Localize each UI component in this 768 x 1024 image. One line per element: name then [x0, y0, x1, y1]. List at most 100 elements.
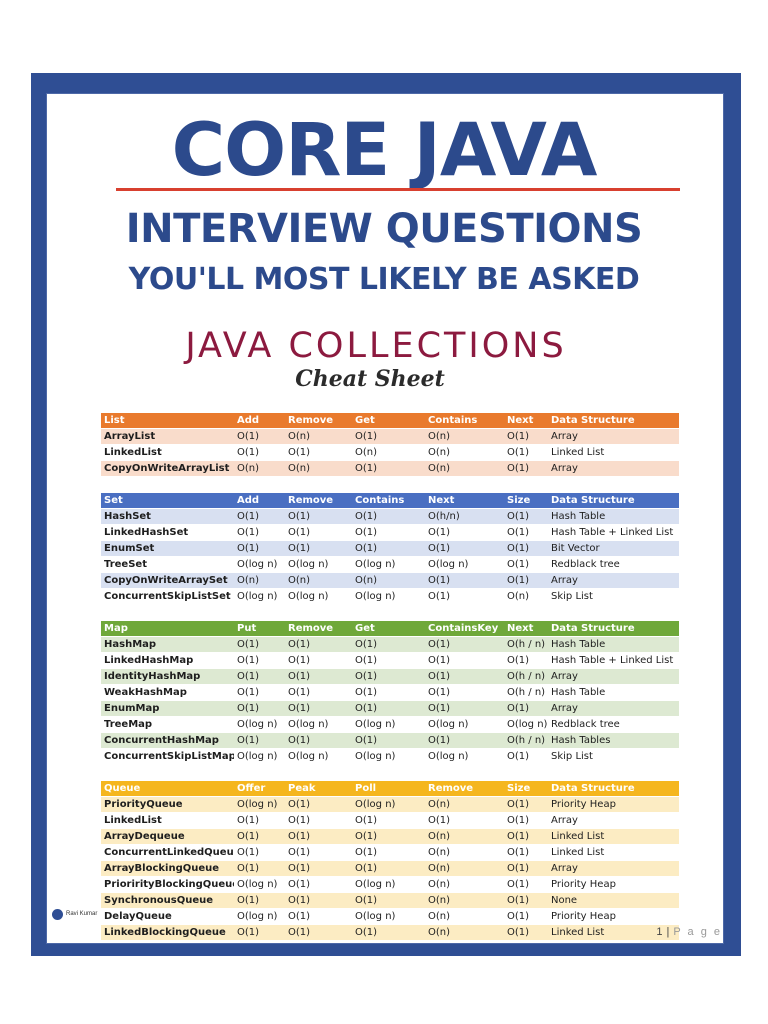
collection-name-cell: WeakHashMap — [101, 684, 234, 701]
collection-name-cell: ConcurrentHashMap — [101, 732, 234, 749]
complexity-cell: Array — [548, 700, 679, 717]
complexity-cell: O(1) — [352, 924, 425, 941]
complexity-cell: None — [548, 892, 679, 909]
set-header-row: Set Add Remove Contains Next Size Data Structu… — [101, 492, 679, 509]
complexity-cell: O(log n) — [285, 716, 352, 733]
complexity-cell: O(1) — [352, 812, 425, 829]
complexity-cell: O(1) — [504, 540, 548, 557]
complexity-cell: Skip List — [548, 588, 679, 605]
complexity-cell: Skip List — [548, 748, 679, 765]
list-header-cell: List — [101, 413, 234, 429]
complexity-cell: O(1) — [352, 428, 425, 445]
collection-name-cell: PriorirityBlockingQueue — [101, 876, 234, 893]
complexity-cell: O(1) — [504, 908, 548, 925]
queue-header-cell: Data Structure — [548, 780, 679, 797]
complexity-cell: O(1) — [352, 700, 425, 717]
map-header-row: Map Put Remove Get ContainsKey Next Data Struc… — [101, 620, 679, 637]
queue-header-cell: Size — [504, 780, 548, 797]
collection-name-cell: LinkedList — [101, 444, 234, 461]
book-title-line3: YOU'LL MOST LIKELY BE ASKED — [128, 262, 640, 297]
complexity-cell: O(1) — [352, 828, 425, 845]
collection-name-cell: LinkedHashSet — [101, 524, 234, 541]
complexity-cell: O(1) — [285, 796, 352, 813]
complexity-cell: O(1) — [234, 860, 285, 877]
complexity-cell: Priority Heap — [548, 908, 679, 925]
complexity-cell: O(1) — [285, 908, 352, 925]
complexity-cell: Array — [548, 428, 679, 445]
complexity-cell: O(n) — [425, 444, 504, 461]
complexity-cell: O(1) — [425, 524, 504, 541]
complexity-cell: O(n) — [425, 844, 504, 861]
table-row: ArrayBlockingQueue O(1) O(1) O(1) O(n) O(1) Ar… — [101, 860, 679, 877]
complexity-cell: O(1) — [504, 700, 548, 717]
complexity-cell: O(log n) — [285, 556, 352, 573]
set-header-cell: Remove — [285, 492, 352, 509]
complexity-cell: O(h / n) — [504, 636, 548, 653]
collection-name-cell: EnumSet — [101, 540, 234, 557]
complexity-cell: O(1) — [234, 844, 285, 861]
set-header-cell: Contains — [352, 492, 425, 509]
complexity-cell: O(1) — [234, 428, 285, 445]
complexity-cell: Hash Table — [548, 508, 679, 525]
section-spacer-cell — [101, 764, 679, 781]
map-header-cell: Data Structure — [548, 620, 679, 637]
complexity-cell: O(n) — [285, 572, 352, 589]
table-row: LinkedHashMap O(1) O(1) O(1) O(1) O(1) Hash Ta… — [101, 652, 679, 669]
complexity-cell: O(n) — [425, 892, 504, 909]
complexity-cell: O(log n) — [352, 876, 425, 893]
section-spacer — [101, 764, 679, 781]
complexity-cell: O(log n) — [352, 796, 425, 813]
complexity-cell: O(1) — [352, 860, 425, 877]
complexity-cell: O(1) — [352, 684, 425, 701]
table-row: LinkedList O(1) O(1) O(1) O(1) O(1) Array — [101, 812, 679, 829]
collection-name-cell: SynchronousQueue — [101, 892, 234, 909]
complexity-cell: O(1) — [285, 636, 352, 653]
map-header-cell: Map — [101, 620, 234, 637]
complexity-cell: O(1) — [504, 892, 548, 909]
complexity-cell: O(1) — [504, 924, 548, 941]
map-header-cell: Get — [352, 620, 425, 637]
set-header-cell: Next — [425, 492, 504, 509]
section-spacer-cell — [101, 604, 679, 621]
complexity-cell: Hash Table + Linked List — [548, 524, 679, 541]
complexity-cell: O(1) — [285, 828, 352, 845]
collection-name-cell: ArrayBlockingQueue — [101, 860, 234, 877]
complexity-cell: O(1) — [285, 860, 352, 877]
complexity-cell: O(1) — [234, 828, 285, 845]
complexity-cell: O(1) — [352, 844, 425, 861]
queue-header-cell: Offer — [234, 780, 285, 797]
table-row: IdentityHashMap O(1) O(1) O(1) O(1) O(h / n) A… — [101, 668, 679, 685]
collection-name-cell: HashMap — [101, 636, 234, 653]
complexity-cell: O(1) — [234, 700, 285, 717]
complexity-cell: O(1) — [234, 684, 285, 701]
complexity-cell: O(n) — [504, 588, 548, 605]
complexity-cell: O(1) — [425, 540, 504, 557]
complexity-cell: O(n) — [425, 428, 504, 445]
complexity-cell: Array — [548, 860, 679, 877]
table-row: PriorirityBlockingQueue O(log n) O(1) O(log… — [101, 876, 679, 893]
complexity-cell: O(log n) — [425, 716, 504, 733]
complexity-cell: Priority Heap — [548, 876, 679, 893]
complexity-cell: O(n) — [285, 428, 352, 445]
collection-name-cell: ArrayDequeue — [101, 828, 234, 845]
map-header-cell: ContainsKey — [425, 620, 504, 637]
map-section: Map Put Remove Get ContainsKey Next Data Struc… — [101, 620, 679, 781]
complexity-cell: O(1) — [285, 684, 352, 701]
complexity-cell: O(1) — [425, 668, 504, 685]
queue-header-cell: Queue — [101, 780, 234, 797]
complexity-cell: Redblack tree — [548, 556, 679, 573]
complexity-cell: O(n) — [425, 908, 504, 925]
complexity-cell: O(n) — [425, 828, 504, 845]
complexity-cell: Hash Table — [548, 684, 679, 701]
complexity-cell: O(log n) — [352, 716, 425, 733]
collection-name-cell: TreeMap — [101, 716, 234, 733]
complexity-cell: O(log n) — [234, 908, 285, 925]
collection-name-cell: ConcurrentSkipListMap — [101, 748, 234, 765]
complexity-cell: O(log n) — [234, 588, 285, 605]
complexity-cell: O(1) — [352, 668, 425, 685]
set-header-cell: Set — [101, 492, 234, 509]
complexity-cell: O(1) — [285, 844, 352, 861]
complexity-cell: O(1) — [352, 540, 425, 557]
page-number: 1 — [656, 926, 663, 938]
complexity-cell: O(1) — [234, 924, 285, 941]
